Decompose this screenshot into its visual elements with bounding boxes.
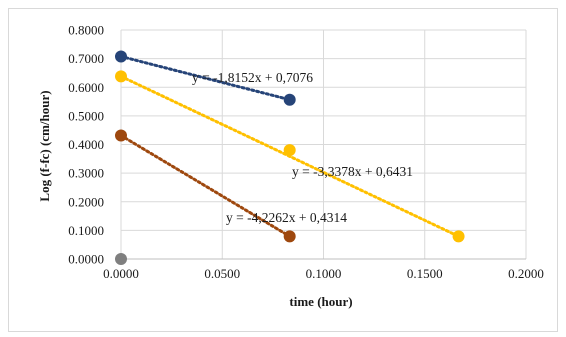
trendlines — [119, 54, 461, 238]
y-tick-label: 0.3000 — [68, 166, 104, 181]
trendline — [119, 134, 292, 238]
y-tick-label: 0.7000 — [68, 51, 104, 66]
y-tick-label: 0.8000 — [68, 23, 104, 38]
trendline-equation: y = -1,8152x + 0,7076 — [192, 70, 313, 85]
data-point — [115, 253, 127, 265]
x-tick-label: 0.1000 — [306, 266, 342, 281]
data-point — [283, 144, 296, 157]
y-tick-label: 0.2000 — [68, 194, 104, 209]
trendline-equations: y = -1,8152x + 0,7076 y = -3,3378x + 0,64… — [192, 70, 413, 225]
data-point — [452, 230, 465, 243]
x-tick-label: 0.1500 — [407, 266, 443, 281]
x-axis-title: time (hour) — [289, 294, 352, 309]
trendline-equation: y = -3,3378x + 0,6431 — [292, 164, 413, 179]
data-point — [115, 70, 127, 83]
x-tick-label: 0.2000 — [508, 266, 544, 281]
data-point — [115, 50, 127, 63]
y-tick-label: 0.6000 — [68, 80, 104, 95]
trendline-equation: y = -4,2262x + 0,4314 — [226, 210, 347, 225]
y-tick-label: 0.4000 — [68, 137, 104, 152]
y-tick-label: 0.1000 — [68, 223, 104, 238]
y-axis-title: Log (f-fc) (cm/hour) — [37, 90, 52, 201]
y-axis-ticks: 0.0000 0.1000 0.2000 0.3000 0.4000 0.5000 0.60… — [68, 23, 104, 267]
x-tick-label: 0.0000 — [103, 266, 139, 281]
chart-border — [8, 8, 558, 332]
data-point — [283, 93, 296, 106]
trendline — [119, 54, 292, 102]
x-axis-ticks: 0.0000 0.0500 0.1000 0.1500 0.2000 — [103, 266, 544, 281]
trendline — [119, 74, 461, 238]
x-tick-label: 0.0500 — [204, 266, 240, 281]
y-tick-label: 0.5000 — [68, 108, 104, 123]
data-point — [283, 230, 296, 243]
data-point — [115, 129, 127, 142]
data-points — [115, 50, 465, 265]
y-tick-label: 0.0000 — [68, 252, 104, 267]
